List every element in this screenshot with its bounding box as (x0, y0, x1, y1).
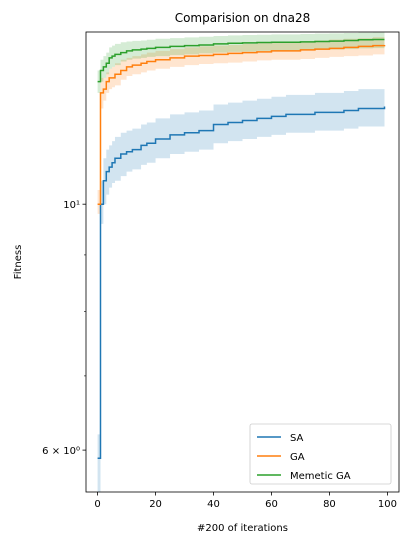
x-tick-label: 80 (323, 499, 336, 510)
legend-entry: SA (290, 433, 304, 444)
legend-entry: GA (290, 452, 305, 463)
x-tick-label: 0 (94, 499, 100, 510)
x-tick-label: 40 (207, 499, 220, 510)
chart-title: Comparision on dna28 (175, 11, 311, 25)
legend-entry: Memetic GA (290, 471, 351, 482)
legend: SA GA Memetic GA (250, 424, 391, 484)
x-tick-label: 60 (265, 499, 278, 510)
x-axis-label: #200 of iterations (197, 523, 288, 534)
y-tick-label: 6 × 10⁰ (42, 446, 80, 457)
y-tick-label: 10¹ (63, 200, 80, 211)
x-tick-label: 100 (378, 499, 397, 510)
std-bands (98, 32, 385, 492)
y-axis-label: Fitness (13, 245, 24, 280)
x-tick-label: 20 (149, 499, 162, 510)
